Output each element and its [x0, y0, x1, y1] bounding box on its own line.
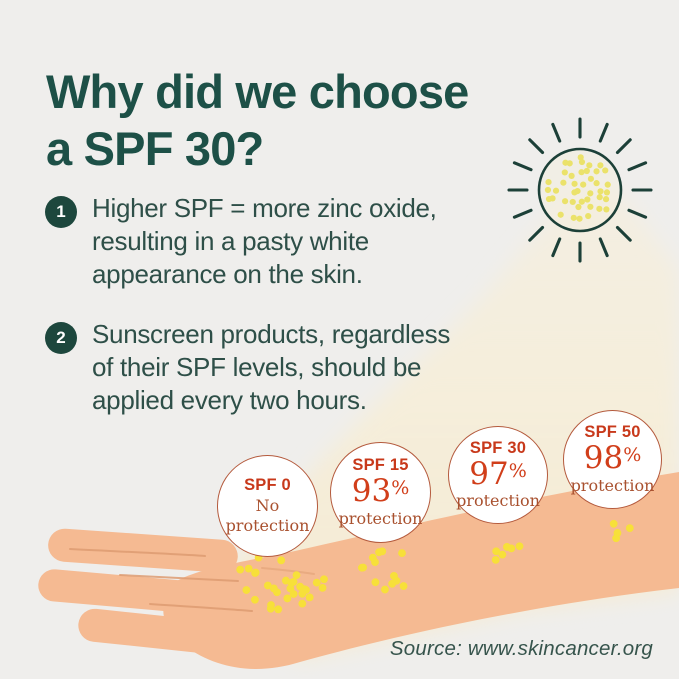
source-credit: Source: www.skincancer.org [389, 637, 653, 660]
spf-circle-50: SPF 50 98% protection [563, 410, 662, 509]
spf-15-caption: protection [338, 508, 423, 528]
spf-circle-30: SPF 30 97% protection [448, 426, 548, 524]
spf-15-label: SPF 15 [352, 456, 409, 475]
sunscreen-dots-clusters [236, 519, 634, 614]
spf-50-percent: 98% [583, 440, 642, 477]
arm-illustration [38, 472, 679, 669]
spf-50-caption: protection [570, 475, 655, 495]
spf-15-percent: 93% [351, 473, 410, 510]
spf-50-label: SPF 50 [584, 423, 641, 442]
spf-30-label: SPF 30 [469, 438, 527, 457]
spf-circle-15: SPF 15 93% protection [330, 442, 431, 543]
spf-30-percent: 97% [469, 455, 527, 492]
spf-0-label: SPF 0 [244, 476, 291, 494]
spf-0-caption: No protection [225, 496, 310, 535]
spf-30-caption: protection [456, 491, 540, 511]
sun-icon [507, 117, 653, 263]
spf-circle-0: SPF 0 No protection [217, 455, 318, 557]
